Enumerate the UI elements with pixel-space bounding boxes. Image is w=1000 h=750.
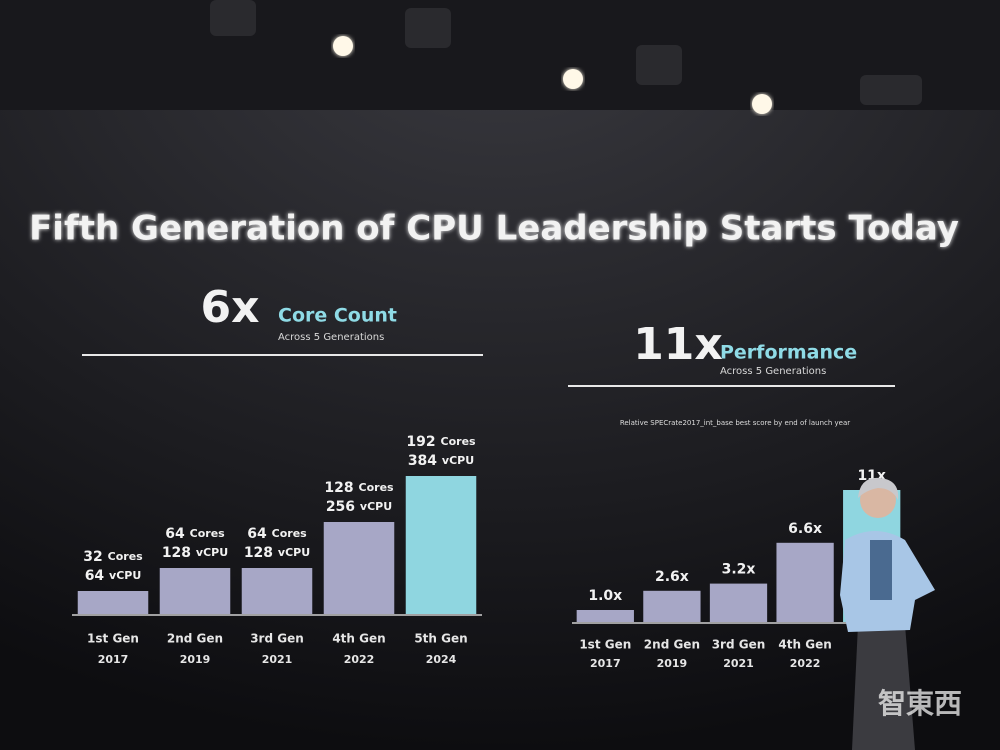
value-label: 64 Cores [165,526,225,542]
chart-headline: 11x [633,319,723,370]
value-label: 64 Cores [247,526,307,542]
value-unit: Cores [441,435,477,448]
vcpu-number: 128 [162,545,191,561]
value-unit: Cores [272,527,308,540]
vcpu-label: 384 vCPU [408,453,474,469]
value-label: 192 Cores [406,434,476,450]
year-label: 2019 [657,657,688,670]
value-label: 3.2x [722,562,756,578]
vcpu-label: 64 vCPU [85,568,142,584]
bar [643,590,701,622]
year-label: 2022 [344,653,375,666]
stage-lights [210,0,922,114]
value-unit: Cores [359,481,395,494]
vcpu-number: 128 [244,545,273,561]
year-label: 2021 [262,653,293,666]
slide-title: Fifth Generation of CPU Leadership Start… [29,209,959,249]
vcpu-unit: vCPU [442,454,474,467]
value-label: 6.6x [788,521,822,537]
value-number: 64 [165,526,185,542]
category-label: 5th Gen [414,632,467,646]
value-unit: Cores [108,550,144,563]
vcpu-unit: vCPU [109,569,141,582]
bar [323,522,395,614]
value-label: 1.0x [588,588,622,604]
value-number: 192 [406,434,435,450]
vcpu-number: 256 [326,499,355,515]
category-label: 1st Gen [579,638,631,652]
value-number: 128 [324,480,353,496]
year-label: 2024 [426,653,457,666]
year-label: 2017 [590,657,621,670]
watermark: 智東西 [878,687,962,720]
year-label: 2017 [98,653,129,666]
category-label: 2nd Gen [644,638,700,652]
value-unit: Cores [190,527,226,540]
category-label: 2nd Gen [167,632,223,646]
chart-headline: 6x [201,282,260,333]
speaker [840,477,935,750]
vcpu-unit: vCPU [196,546,228,559]
vcpu-label: 128 vCPU [244,545,310,561]
bar [576,610,634,622]
category-label: 3rd Gen [250,632,304,646]
category-label: 3rd Gen [712,638,766,652]
bar [77,591,149,614]
vcpu-label: 128 vCPU [162,545,228,561]
value-label: 2.6x [655,569,689,585]
category-label: 4th Gen [778,638,831,652]
value-number: 32 [83,549,102,565]
value-label: 32 Cores [83,549,143,565]
bar [405,476,477,614]
year-label: 2019 [180,653,211,666]
value-label: 128 Cores [324,480,394,496]
chart-title: Core Count [278,305,397,327]
vcpu-unit: vCPU [278,546,310,559]
bar [776,542,834,622]
chart-subtitle: Across 5 Generations [278,332,384,343]
category-label: 4th Gen [332,632,385,646]
ceiling [0,0,1000,110]
chart-subtitle: Across 5 Generations [720,366,826,377]
vcpu-label: 256 vCPU [326,499,392,515]
bar [709,583,768,622]
chart-title: Performance [720,342,857,364]
bar [159,568,231,614]
value-number: 64 [247,526,267,542]
category-label: 1st Gen [87,632,139,646]
year-label: 2022 [790,657,821,670]
year-label: 2021 [723,657,754,670]
chart-note: Relative SPECrate2017_int_base best scor… [620,419,850,427]
vcpu-number: 384 [408,453,437,469]
vcpu-unit: vCPU [360,500,392,513]
bar [241,568,313,614]
vcpu-number: 64 [85,568,105,584]
